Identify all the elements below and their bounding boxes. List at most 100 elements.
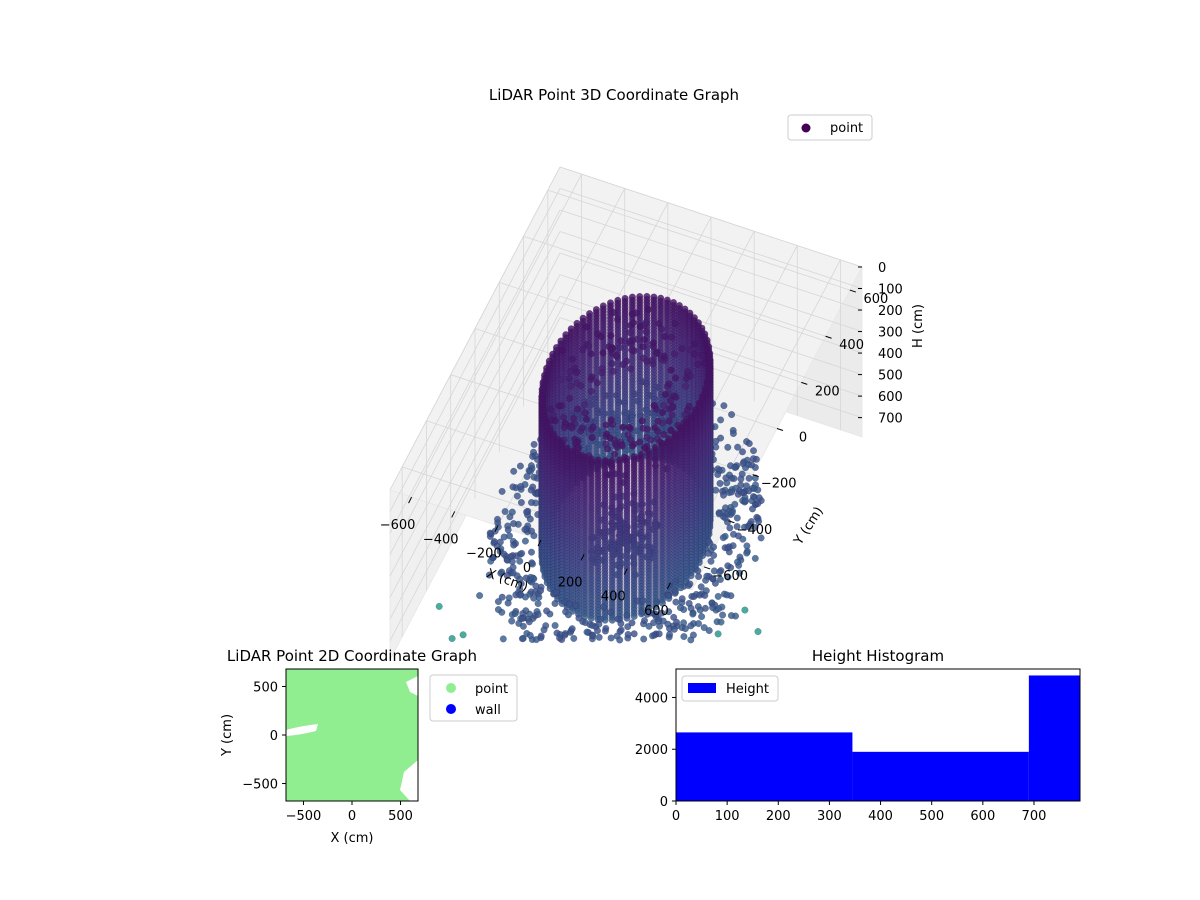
point-marker <box>624 630 632 638</box>
point-marker <box>653 348 661 356</box>
x-tick-label: 0 <box>672 809 680 824</box>
point-marker <box>694 620 703 628</box>
point-marker <box>599 349 607 357</box>
point-marker <box>575 444 583 452</box>
point-marker <box>610 308 618 317</box>
point-marker <box>608 360 616 368</box>
point-marker <box>543 607 551 615</box>
point-marker <box>664 592 673 600</box>
point-marker <box>661 390 669 398</box>
point-marker <box>623 611 631 619</box>
point-marker <box>705 627 713 635</box>
point-marker <box>612 351 621 359</box>
point-marker <box>581 401 589 409</box>
point-marker <box>729 429 737 438</box>
point-marker <box>730 475 738 483</box>
point-marker <box>709 604 717 612</box>
y-tick-label: −500 <box>242 778 278 793</box>
point-marker <box>587 350 595 358</box>
grid-z-left <box>389 188 561 512</box>
chart-2d-y-label: Y (cm) <box>220 714 235 757</box>
point-marker <box>527 527 536 535</box>
point-marker <box>626 329 634 337</box>
histogram-title: Height Histogram <box>812 647 944 665</box>
point-marker <box>593 627 602 635</box>
point-marker <box>640 336 648 344</box>
point-marker <box>755 494 763 502</box>
point-marker <box>642 328 650 336</box>
point-marker <box>568 625 576 633</box>
point-marker <box>731 463 739 471</box>
point-marker <box>527 498 536 507</box>
point-marker <box>555 402 563 410</box>
point-marker <box>587 614 595 622</box>
point-marker <box>629 319 637 327</box>
point-marker <box>551 417 559 425</box>
point-marker <box>639 424 647 432</box>
point-marker <box>529 483 537 491</box>
point-marker <box>672 598 680 606</box>
point-fill-area <box>286 669 418 801</box>
chart-2d-legend: point wall <box>429 674 518 722</box>
point-marker <box>588 433 596 442</box>
point-marker <box>526 467 534 475</box>
point-marker <box>659 409 667 417</box>
point-marker <box>738 470 746 478</box>
point-marker <box>694 567 702 575</box>
point-marker <box>613 315 622 323</box>
grid-y-top <box>547 189 850 291</box>
point-marker <box>588 373 596 381</box>
point-marker <box>728 488 736 496</box>
point-marker <box>564 611 572 619</box>
point-marker <box>601 627 609 635</box>
point-marker <box>738 488 746 496</box>
point-marker <box>668 403 676 412</box>
point-marker <box>636 323 644 331</box>
point-marker <box>498 487 506 495</box>
x-tick-label: 500 <box>919 809 944 824</box>
point-marker <box>568 424 576 432</box>
point-marker <box>743 549 751 557</box>
point-marker <box>655 630 663 638</box>
point-marker <box>616 344 624 352</box>
chart-2d-legend-label-wall: wall <box>475 703 501 718</box>
point-marker <box>595 633 603 641</box>
point-marker <box>537 632 545 640</box>
point-marker <box>701 591 709 599</box>
point-marker <box>607 608 615 616</box>
z-tick-label: 300 <box>878 326 903 341</box>
point-marker <box>644 305 652 314</box>
point-marker <box>518 614 527 622</box>
point-marker <box>540 626 548 634</box>
point-marker <box>676 604 684 612</box>
point-marker <box>680 633 688 641</box>
point-marker <box>628 619 636 627</box>
point-marker <box>513 492 521 500</box>
point-marker <box>547 405 555 413</box>
point-marker <box>537 587 545 595</box>
point-marker <box>754 628 762 636</box>
point-marker <box>752 455 760 463</box>
point-marker <box>560 423 568 432</box>
point-marker <box>695 573 703 581</box>
point-marker <box>668 411 676 419</box>
point-marker <box>486 529 494 537</box>
point-marker <box>508 617 516 625</box>
point-marker <box>567 382 575 390</box>
point-marker <box>731 500 739 508</box>
point-marker <box>727 612 735 620</box>
point-marker <box>722 474 730 482</box>
point-marker <box>619 423 627 431</box>
point-marker <box>689 631 697 639</box>
point-marker <box>749 447 758 455</box>
point-marker <box>714 630 722 638</box>
chart-3d-legend-marker <box>801 123 811 133</box>
point-marker <box>607 332 615 340</box>
grid-z-left <box>389 295 561 620</box>
point-marker <box>721 514 729 522</box>
point-marker <box>628 310 636 318</box>
point-marker <box>724 443 732 451</box>
point-marker <box>719 534 727 542</box>
point-marker <box>575 614 583 622</box>
point-marker <box>526 515 534 523</box>
